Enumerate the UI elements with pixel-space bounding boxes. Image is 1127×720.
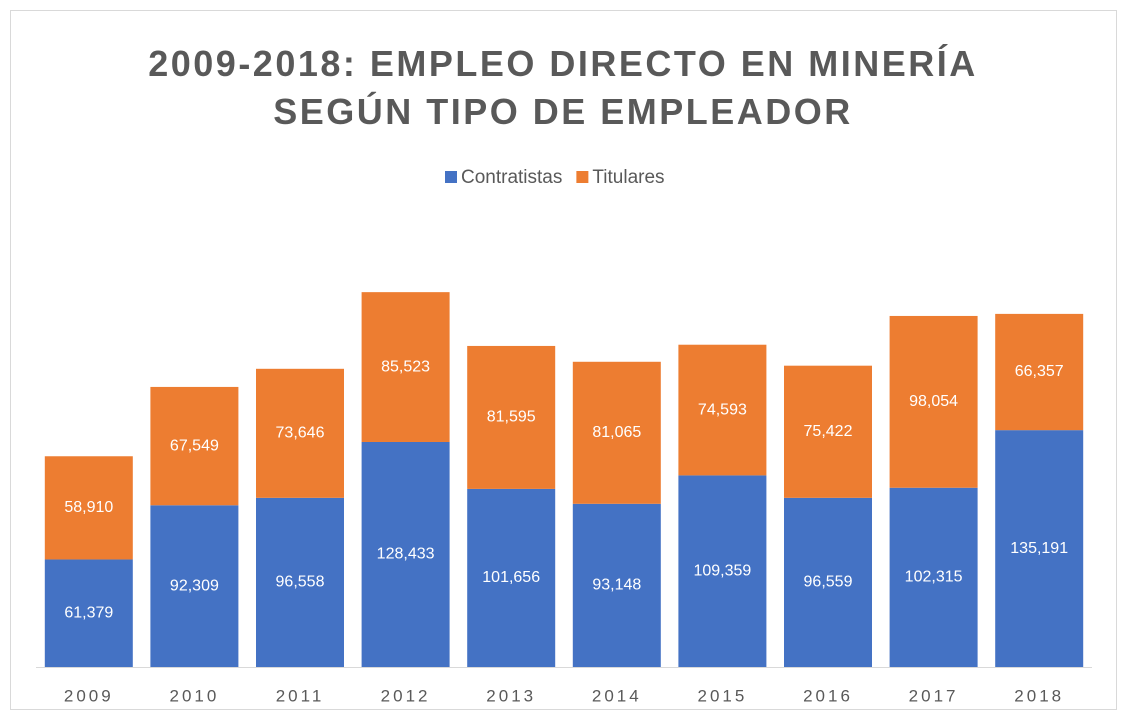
data-label: 61,379: [64, 604, 113, 621]
data-label: 73,646: [276, 425, 325, 442]
data-label: 85,523: [381, 358, 430, 375]
data-label: 135,191: [1010, 540, 1068, 557]
bar-segment: [467, 345, 556, 489]
chart-title: 2009-2018: EMPLEO DIRECTO EN MINERÍA SEG…: [148, 43, 978, 132]
bar-segment: [572, 503, 661, 667]
x-tick-label: 2013: [486, 686, 536, 705]
legend-swatch: [445, 171, 457, 183]
bar-segment: [678, 475, 767, 667]
data-label: 58,910: [64, 499, 113, 516]
legend-label: Contratistas: [461, 167, 562, 188]
data-label: 128,433: [377, 546, 435, 563]
x-tick-label: 2017: [909, 686, 959, 705]
bar-segment: [784, 365, 872, 498]
data-label: 96,558: [276, 574, 325, 591]
bar-segment: [467, 488, 556, 667]
data-label: 74,593: [698, 401, 747, 418]
x-tick-label: 2010: [169, 686, 219, 705]
data-label: 101,656: [482, 569, 540, 586]
bar-segment: [995, 430, 1084, 667]
bar-segment: [44, 456, 133, 560]
x-tick-label: 2015: [697, 686, 747, 705]
x-tick-label: 2012: [381, 686, 431, 705]
bar-segment: [44, 559, 133, 667]
x-tick-label: 2009: [64, 686, 114, 705]
data-label: 102,315: [905, 569, 963, 586]
bar-segment: [995, 313, 1084, 431]
data-label: 96,559: [804, 574, 853, 591]
bar-segment: [150, 505, 239, 667]
bar-segment: [889, 315, 978, 488]
legend-swatch: [576, 171, 589, 183]
data-label: 92,309: [170, 577, 219, 594]
data-label: 98,054: [909, 393, 958, 410]
data-label: 66,357: [1015, 363, 1064, 380]
data-label: 81,595: [487, 409, 536, 426]
legend-label: Titulares: [592, 167, 664, 188]
x-tick-label: 2016: [803, 686, 853, 705]
bar-segment: [361, 292, 450, 442]
bar-segment: [256, 497, 344, 667]
bar-segment: [784, 497, 872, 667]
bar-segment: [572, 361, 661, 504]
bar-segment: [678, 344, 767, 476]
x-tick-label: 2018: [1014, 686, 1064, 705]
data-label: 109,359: [693, 562, 751, 579]
bar-segment: [150, 386, 239, 506]
x-tick-label: 2014: [592, 686, 642, 705]
data-label: 93,148: [592, 577, 641, 594]
data-label: 75,422: [804, 423, 853, 440]
bar-segment: [256, 368, 344, 498]
bar-segment: [889, 487, 978, 667]
data-label: 67,549: [170, 437, 219, 454]
data-label: 81,065: [592, 424, 641, 441]
x-tick-label: 2011: [276, 686, 325, 705]
bar-segment: [361, 441, 450, 667]
